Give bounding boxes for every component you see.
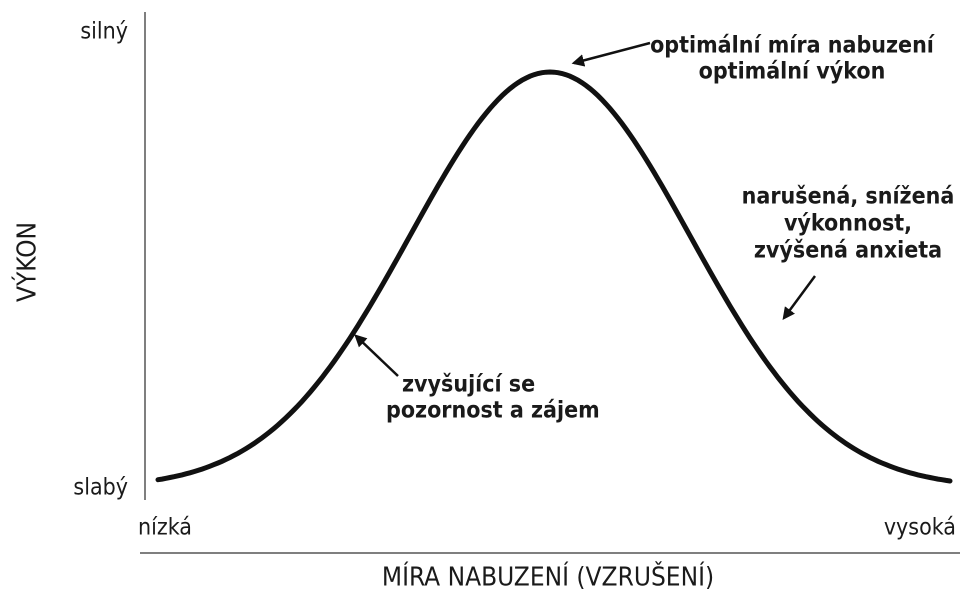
annotation: výkonnost, bbox=[784, 211, 912, 237]
arrow bbox=[354, 334, 399, 377]
arrow bbox=[571, 41, 651, 67]
x-high-label: vysoká bbox=[884, 515, 956, 541]
annotation: pozornost a zájem bbox=[386, 398, 600, 424]
annotation: narušená, snížená bbox=[742, 184, 955, 210]
annotation: zvýšená anxieta bbox=[754, 238, 942, 264]
annotation: optimální výkon bbox=[699, 59, 886, 85]
x-low-label: nízká bbox=[138, 515, 192, 541]
annotation: optimální míra nabuzení bbox=[650, 33, 936, 59]
y-high-label: silný bbox=[80, 19, 128, 45]
y-axis-title: VÝKON bbox=[11, 222, 43, 302]
performance-curve bbox=[155, 69, 953, 484]
y-low-label: slabý bbox=[73, 475, 128, 501]
arrow bbox=[782, 275, 817, 321]
annotation: zvyšující se bbox=[402, 372, 535, 398]
x-axis-title: MÍRA NABUZENÍ (VZRUŠENÍ) bbox=[382, 561, 714, 592]
